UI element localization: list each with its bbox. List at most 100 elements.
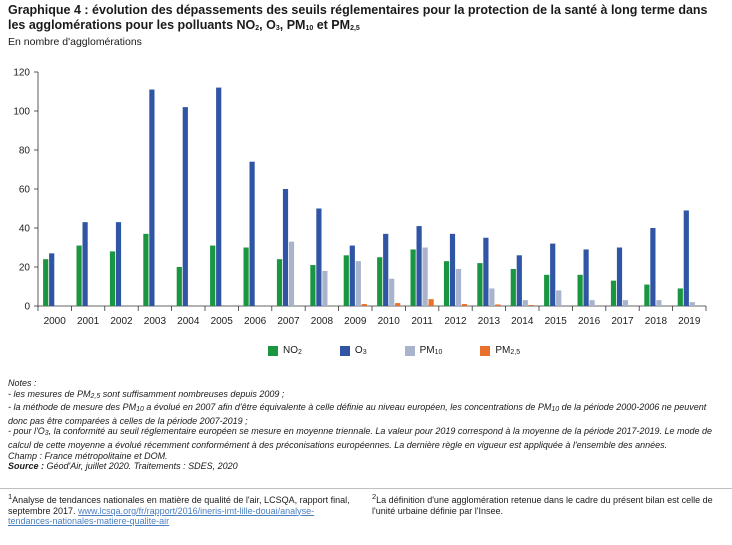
x-tick-label-2013: 2013 — [478, 316, 501, 327]
x-tick-label-2009: 2009 — [344, 316, 367, 327]
bar-pm25-2012 — [461, 304, 468, 306]
bar-pm10-2009 — [355, 261, 361, 306]
bar-o3-2019 — [683, 210, 689, 306]
x-tick-label-2012: 2012 — [444, 316, 467, 327]
x-tick-label-2002: 2002 — [110, 316, 133, 327]
bar-pm10-2007 — [288, 241, 295, 306]
x-tick-label-2010: 2010 — [378, 316, 401, 327]
bar-no2-2006 — [243, 247, 249, 306]
legend-item-pm10: PM10 — [404, 345, 443, 356]
legend-swatch-no2 — [268, 345, 278, 356]
note-line-pm25: - les mesures de PM2,5 sont suffisamment… — [8, 388, 285, 400]
legend-swatch-o3 — [339, 345, 350, 356]
bar-pm10-2015 — [556, 290, 562, 306]
bar-pm10-2013 — [489, 288, 495, 306]
bar-no2-2009 — [343, 255, 349, 306]
bar-no2-2000 — [43, 259, 49, 306]
notes-heading: Notes : — [8, 378, 37, 388]
bar-o3-2005 — [216, 87, 222, 306]
bar-pm10-2017 — [622, 300, 629, 306]
bar-o3-2000 — [49, 253, 55, 306]
bar-o3-2009 — [349, 245, 355, 306]
bar-chart: 0 20 40 60 80 100 120 2000 2001 2002 2003 2004 2005 2… — [13, 68, 707, 327]
legend-item-pm25: PM2,5 — [480, 345, 520, 356]
x-tick-label-2014: 2014 — [511, 316, 534, 327]
bar-o3-2007 — [282, 189, 289, 306]
note-source: Source : Géod'Air, juillet 2020. Traitem… — [8, 461, 238, 472]
legend-label-pm10: PM10 — [419, 345, 443, 356]
bar-pm10-2010 — [389, 278, 395, 306]
x-tick-label-2000: 2000 — [44, 316, 67, 327]
x-tick-label-2001: 2001 — [77, 316, 100, 327]
bar-o3-2013 — [483, 237, 489, 306]
y-tick-label-80: 80 — [19, 146, 31, 157]
bar-no2-2007 — [276, 259, 283, 306]
chart-title: Graphique 4 : évolution des dépassements… — [8, 3, 708, 32]
bar-pm10-2018 — [656, 300, 662, 306]
x-tick-label-2004: 2004 — [177, 316, 200, 327]
chart-legend: NO2 O3 PM10 PM2,5 — [268, 345, 520, 356]
legend-label-no2: NO2 — [283, 345, 302, 356]
bar-pm25-2014 — [528, 305, 534, 306]
bar-o3-2016 — [583, 249, 589, 306]
bar-o3-2015 — [550, 243, 556, 306]
legend-swatch-pm10 — [404, 345, 415, 356]
x-tick-label-2011: 2011 — [411, 316, 433, 327]
bar-pm10-2012 — [455, 268, 462, 306]
bar-o3-2017 — [616, 247, 623, 306]
bar-no2-2018 — [644, 284, 650, 306]
bar-o3-2004 — [182, 107, 188, 306]
bar-no2-2005 — [210, 245, 216, 306]
y-tick-label-100: 100 — [13, 107, 30, 118]
y-tick-label-40: 40 — [19, 224, 31, 235]
legend-swatch-pm25 — [480, 345, 491, 356]
note-line-o3: - pour l'O3, la conformité au seuil régl… — [8, 426, 713, 450]
bar-pm10-2016 — [589, 300, 595, 306]
chart-notes: Notes : - les mesures de PM2,5 sont suff… — [8, 378, 724, 472]
bar-o3-2012 — [449, 233, 456, 306]
y-tick-label-60: 60 — [19, 185, 31, 196]
bar-no2-2008 — [310, 265, 316, 306]
x-tick-label-2008: 2008 — [311, 316, 334, 327]
bar-o3-2002 — [115, 222, 122, 306]
bar-no2-2004 — [176, 267, 182, 306]
legend-item-o3: O3 — [339, 345, 367, 356]
bar-no2-2019 — [677, 288, 683, 306]
bar-pm25-2013 — [495, 304, 501, 306]
bar-no2-2016 — [577, 274, 583, 306]
bar-pm25-2011 — [428, 299, 434, 306]
bar-no2-2015 — [544, 274, 550, 306]
bar-no2-2003 — [143, 233, 149, 306]
x-tick-label-2007: 2007 — [277, 316, 300, 327]
page-footnotes: 1Analyse de tendances nationales en mati… — [0, 488, 732, 545]
footnote-2: 2La définition d'une agglomération reten… — [372, 492, 713, 516]
legend-item-no2: NO2 — [268, 345, 302, 356]
x-tick-label-2015: 2015 — [545, 316, 568, 327]
y-axis-unit-label: En nombre d'agglomérations — [8, 36, 142, 48]
bar-pm10-2008 — [322, 270, 328, 306]
footnote-1: 1Analyse de tendances nationales en mati… — [8, 492, 350, 527]
x-tick-label-2017: 2017 — [611, 316, 634, 327]
bar-o3-2011 — [416, 226, 422, 306]
bar-o3-2003 — [149, 89, 155, 306]
footnote-1-link[interactable]: www.lcsqa.org/fr/rapport/2016/ineris-imt… — [8, 505, 315, 527]
y-tick-label-0: 0 — [24, 302, 30, 313]
bar-pm25-2010 — [395, 303, 401, 306]
bar-no2-2012 — [443, 261, 450, 306]
y-tick-label-20: 20 — [19, 263, 31, 274]
x-tick-label-2019: 2019 — [678, 316, 701, 327]
note-champ: Champ : France métropolitaine et DOM. — [8, 450, 168, 461]
x-tick-label-2003: 2003 — [144, 316, 167, 327]
bar-no2-2013 — [477, 263, 483, 306]
y-tick-label-120: 120 — [13, 68, 30, 79]
x-tick-label-2005: 2005 — [211, 316, 234, 327]
legend-label-pm25: PM2,5 — [495, 345, 521, 356]
bar-no2-2002 — [109, 251, 116, 306]
x-tick-label-2016: 2016 — [578, 316, 601, 327]
bar-o3-2014 — [516, 255, 522, 306]
x-tick-label-2006: 2006 — [244, 316, 267, 327]
x-tick-label-2018: 2018 — [645, 316, 668, 327]
bar-no2-2010 — [377, 257, 383, 306]
bar-pm25-2009 — [361, 304, 367, 306]
legend-label-o3: O3 — [354, 345, 367, 356]
